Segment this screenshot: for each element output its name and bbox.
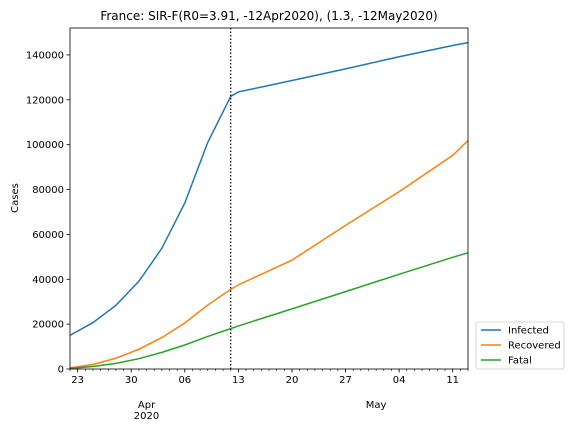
x-year-label: 2020 <box>134 411 159 422</box>
series-line-fatal <box>69 252 469 370</box>
x-month-label: Apr <box>138 400 156 411</box>
y-tick-label: 0 <box>58 365 64 376</box>
y-tick-label: 60000 <box>32 230 64 241</box>
legend-label: Fatal <box>508 356 532 367</box>
x-tick-label: 23 <box>71 375 84 386</box>
y-axis-label: Cases <box>10 183 21 213</box>
x-tick-label: 13 <box>232 375 245 386</box>
x-tick-label: 30 <box>125 375 138 386</box>
x-tick-label: 06 <box>178 375 191 386</box>
y-tick-label: 100000 <box>26 140 64 151</box>
y-tick-label: 40000 <box>32 275 64 286</box>
plot-frame <box>69 27 469 370</box>
y-axis: 0 20000 40000 60000 80000 100000 120000 140000 <box>26 50 70 376</box>
y-tick-label: 140000 <box>26 50 64 61</box>
x-tick-label: 11 <box>446 375 459 386</box>
series-line-recovered <box>69 140 469 369</box>
x-tick-label: 04 <box>393 375 406 386</box>
legend-label: Recovered <box>508 341 561 352</box>
y-tick-label: 80000 <box>32 185 64 196</box>
x-tick-label: 27 <box>339 375 352 386</box>
y-tick-label: 20000 <box>32 320 64 331</box>
series-line-infected <box>69 41 469 337</box>
chart-title: France: SIR-F(R0=3.91, -12Apr2020), (1.3… <box>100 9 437 23</box>
y-tick-label: 120000 <box>26 95 64 106</box>
legend: Infected Recovered Fatal <box>475 321 565 370</box>
plot-area <box>69 28 469 370</box>
x-tick-label: 20 <box>286 375 299 386</box>
legend-label: Infected <box>508 326 549 337</box>
x-axis: 23 30 06 13 20 27 04 11 Apr2020 May <box>69 369 469 422</box>
x-month-label: May <box>366 400 387 411</box>
legend-box <box>475 321 565 370</box>
